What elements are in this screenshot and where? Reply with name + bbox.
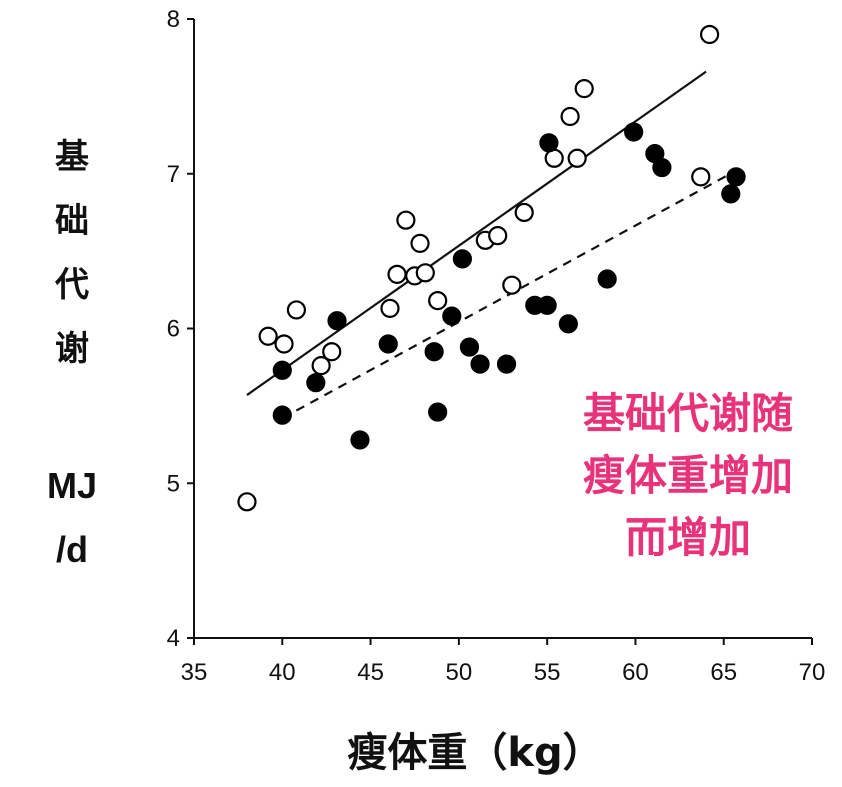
y-tick-label: 6 xyxy=(167,316,180,343)
y-tick-label: 5 xyxy=(167,470,180,497)
open-point xyxy=(387,264,407,284)
open-point xyxy=(415,263,435,283)
y-tick-label: 8 xyxy=(167,6,180,33)
open-point xyxy=(691,167,711,187)
x-tick-label: 40 xyxy=(269,659,296,686)
filled-point xyxy=(726,167,746,187)
x-axis-label: 瘦体重（kg） xyxy=(347,730,602,776)
open-point xyxy=(274,334,294,354)
open-point xyxy=(560,106,580,127)
y-label-char: 基 xyxy=(55,137,89,177)
y-axis-label: 基础代谢 MJ/d xyxy=(47,137,97,570)
filled-point xyxy=(442,306,462,326)
open-point xyxy=(286,300,307,320)
x-tick-label: 65 xyxy=(710,659,737,686)
fit-line-dashed xyxy=(281,169,737,420)
y-tick-label: 4 xyxy=(167,625,180,652)
filled-point xyxy=(558,314,578,334)
filled-point xyxy=(624,122,644,142)
open-point xyxy=(237,492,257,512)
open-point xyxy=(396,210,416,230)
y-unit-line: MJ xyxy=(47,465,97,506)
open-point xyxy=(311,356,331,376)
open-point xyxy=(574,79,594,99)
filled-point xyxy=(539,133,559,153)
y-unit-line: /d xyxy=(56,529,88,570)
filled-point xyxy=(350,430,370,450)
filled-point xyxy=(452,249,472,269)
y-tick-label: 7 xyxy=(167,161,180,188)
annotation-line: 而增加 xyxy=(625,513,751,562)
annotation-line: 瘦体重增加 xyxy=(583,451,793,500)
filled-point xyxy=(378,334,398,354)
filled-point xyxy=(721,184,741,204)
filled-point xyxy=(424,342,444,362)
x-tick-label: 55 xyxy=(534,659,561,686)
x-tick-label: 45 xyxy=(357,659,384,686)
filled-point xyxy=(652,157,672,178)
x-tick-label: 50 xyxy=(446,659,473,686)
filled-point xyxy=(327,311,347,331)
open-point xyxy=(567,148,587,168)
open-point xyxy=(380,298,400,318)
open-point xyxy=(502,275,522,295)
filled-point xyxy=(470,354,490,374)
x-tick-label: 60 xyxy=(622,659,649,686)
open-point xyxy=(322,342,342,362)
filled-point xyxy=(428,402,448,422)
filled-point xyxy=(459,337,480,357)
x-tick-label: 70 xyxy=(799,659,826,686)
filled-point xyxy=(537,295,557,315)
filled-point xyxy=(272,405,292,425)
filled-point xyxy=(306,373,326,393)
open-point xyxy=(428,291,448,311)
data-points xyxy=(237,24,746,512)
y-label-char: 础 xyxy=(55,201,89,241)
y-label-char: 谢 xyxy=(55,329,89,369)
open-point xyxy=(410,233,430,253)
open-point xyxy=(514,202,534,223)
filled-point xyxy=(597,269,617,289)
x-tick-label: 35 xyxy=(181,659,208,686)
annotation-line: 基础代谢随 xyxy=(583,389,793,438)
open-point xyxy=(699,24,720,45)
filled-point xyxy=(496,354,517,374)
y-label-char: 代 xyxy=(54,265,89,305)
filled-point xyxy=(272,360,292,380)
open-point xyxy=(258,326,278,346)
open-point xyxy=(488,226,508,246)
